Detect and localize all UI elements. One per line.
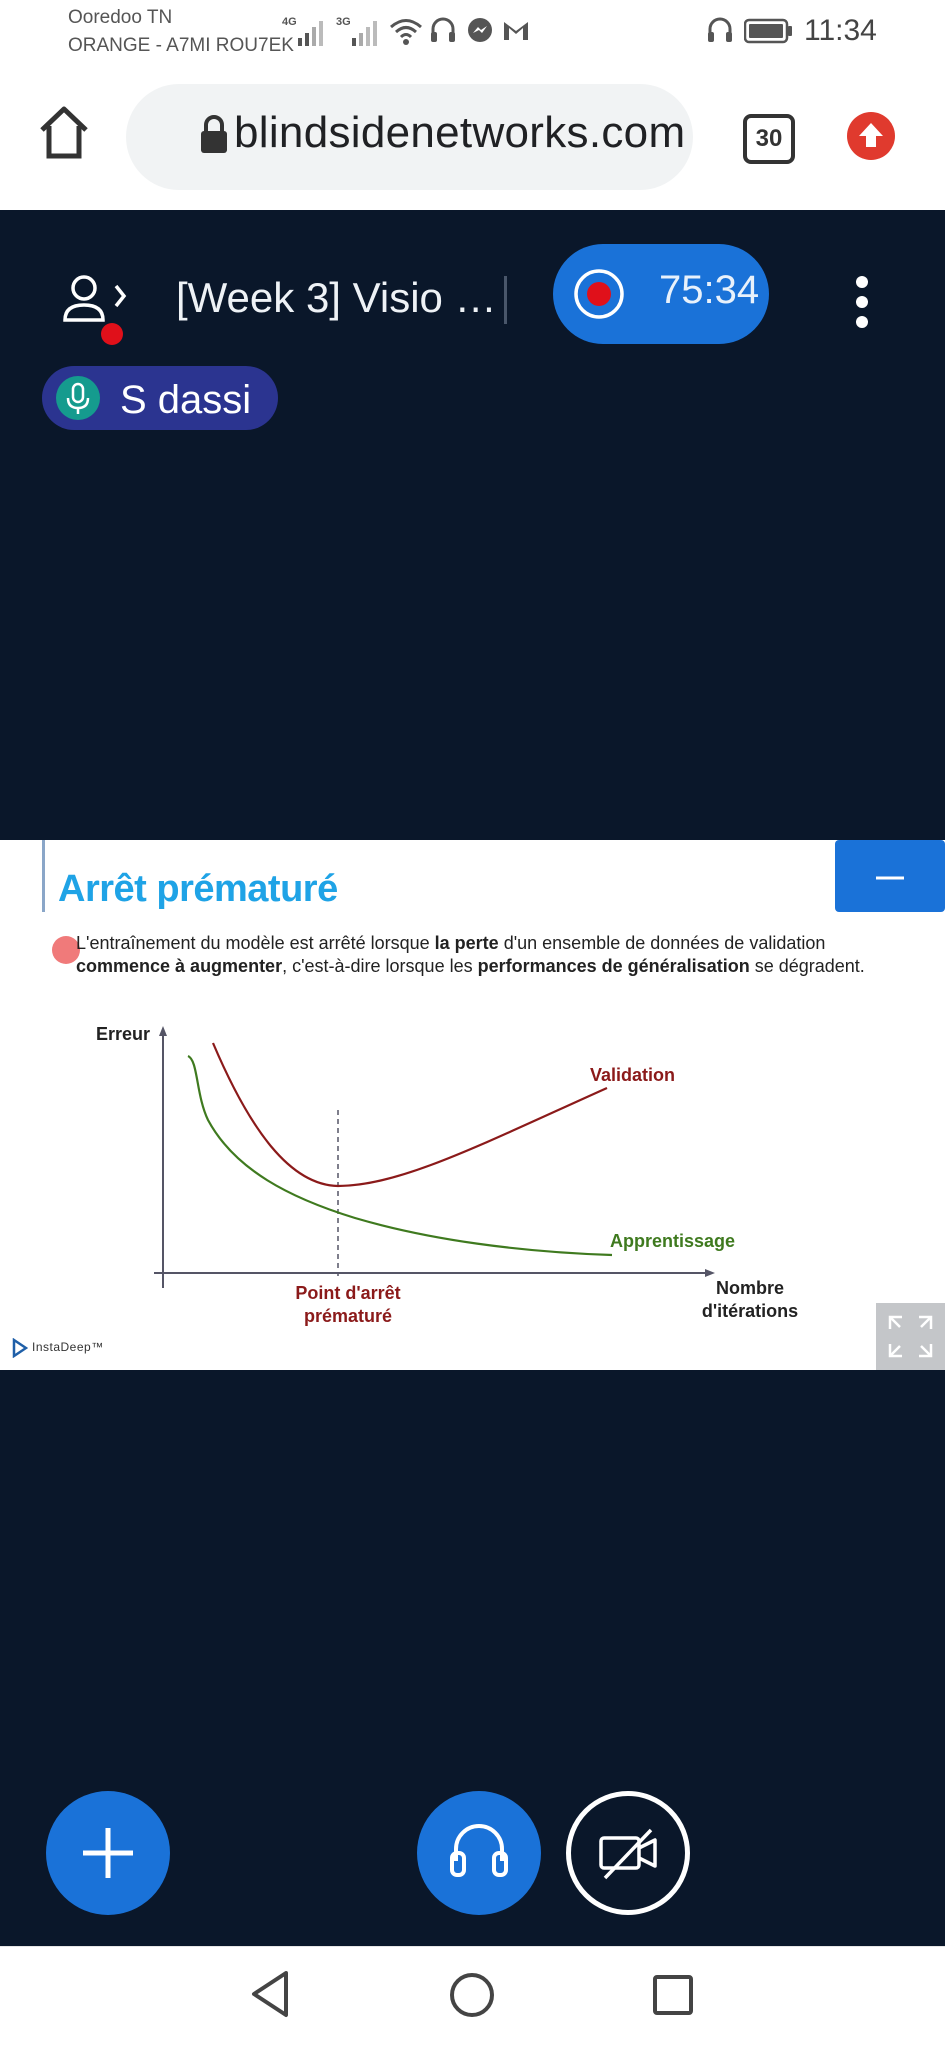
presentation-slide: Arrêt prématuré L'entraînement du modèle…	[0, 840, 945, 1370]
fullscreen-icon	[888, 1315, 933, 1358]
series-line-validation	[211, 1042, 608, 1188]
tab-switcher-button[interactable]: 30	[743, 114, 795, 164]
minus-icon	[876, 876, 904, 880]
talker-name: S dassi	[120, 378, 252, 422]
carrier-primary: Ooredoo TN	[68, 7, 173, 28]
recents-icon[interactable]	[651, 1973, 695, 2017]
clock: 11:34	[804, 14, 877, 47]
slide-text-part: , c'est-à-dire lorsque les	[282, 956, 478, 976]
notification-dot	[101, 323, 123, 345]
messenger-icon	[468, 18, 492, 42]
carrier-secondary: ORANGE - A7MI ROU7EK	[68, 35, 294, 56]
y-axis-label: Erreur	[96, 1024, 150, 1044]
network-type-3g: 3G	[336, 16, 351, 28]
battery-icon	[744, 18, 792, 44]
update-button[interactable]	[847, 112, 895, 160]
browser-toolbar: blindsidenetworks.com 30	[0, 62, 945, 210]
lock-icon	[201, 115, 227, 153]
system-nav-bar	[0, 1946, 945, 2049]
instadeep-logo-icon	[12, 1338, 28, 1358]
slide-text-part: d'un ensemble de données de validation	[498, 933, 826, 953]
wifi-icon	[390, 19, 422, 45]
home-nav-icon[interactable]	[448, 1971, 496, 2019]
plus-icon	[83, 1828, 133, 1878]
video-button[interactable]	[566, 1791, 690, 1915]
series-label-validation: Validation	[590, 1065, 675, 1085]
slide-body-text: L'entraînement du modèle est arrêté lors…	[76, 932, 916, 978]
pointer-dot	[52, 936, 80, 964]
add-actions-button[interactable]	[46, 1791, 170, 1915]
header-divider	[504, 276, 507, 324]
more-options-icon[interactable]	[850, 272, 874, 332]
headset-status-icon	[708, 17, 732, 42]
meeting-title: [Week 3] Visio …	[176, 274, 497, 321]
microphone-icon	[66, 382, 90, 414]
instadeep-logo: InstaDeep™	[32, 1340, 104, 1354]
x-axis-label-line2: d'itérations	[702, 1301, 798, 1321]
video-off-icon	[599, 1828, 657, 1880]
recording-indicator[interactable]: 75:34	[553, 244, 769, 344]
gmail-icon	[504, 22, 528, 40]
recording-timer: 75:34	[659, 268, 760, 312]
back-icon[interactable]	[248, 1969, 292, 2019]
headphones-icon	[450, 1824, 508, 1877]
series-label-apprentissage: Apprentissage	[610, 1231, 735, 1251]
user-icon	[71, 275, 97, 301]
slide-text-bold: performances de généralisation	[477, 956, 750, 976]
audio-button[interactable]	[417, 1791, 541, 1915]
slide-text-part: L'entraînement du modèle est arrêté lors…	[76, 933, 435, 953]
slide-text-bold: la perte	[434, 933, 499, 953]
stop-point-label-line1: Point d'arrêt	[295, 1283, 400, 1303]
slide-title: Arrêt prématuré	[58, 868, 338, 910]
stop-point-label-line2: prématuré	[304, 1306, 392, 1326]
signal-icon-2	[352, 21, 377, 46]
signal-icon-1	[298, 21, 323, 46]
minimize-presentation-button[interactable]	[835, 840, 945, 912]
fullscreen-button[interactable]	[876, 1303, 945, 1370]
status-bar: Ooredoo TN ORANGE - A7MI ROU7EK 4G 3G 11…	[0, 0, 945, 62]
talker-avatar	[56, 376, 100, 420]
slide-accent-line	[42, 840, 45, 912]
network-type-4g: 4G	[282, 16, 297, 28]
headphones-icon	[431, 17, 455, 42]
slide-text-bold: commence à augmenter	[76, 956, 283, 976]
record-icon	[574, 269, 624, 319]
address-bar[interactable]	[126, 84, 693, 190]
user-list-toggle[interactable]	[60, 270, 132, 348]
slide-text-part: se dégradent.	[749, 956, 865, 976]
early-stopping-chart: Erreur Validation Apprentissage Point d'…	[96, 1024, 798, 1326]
series-line-apprentissage	[187, 1054, 613, 1257]
home-icon[interactable]	[38, 104, 90, 160]
talking-indicator: S dassi	[42, 366, 278, 430]
x-axis-label-line1: Nombre	[716, 1278, 784, 1298]
arrow-up-icon	[859, 123, 883, 147]
url-text[interactable]: blindsidenetworks.com	[234, 108, 686, 157]
